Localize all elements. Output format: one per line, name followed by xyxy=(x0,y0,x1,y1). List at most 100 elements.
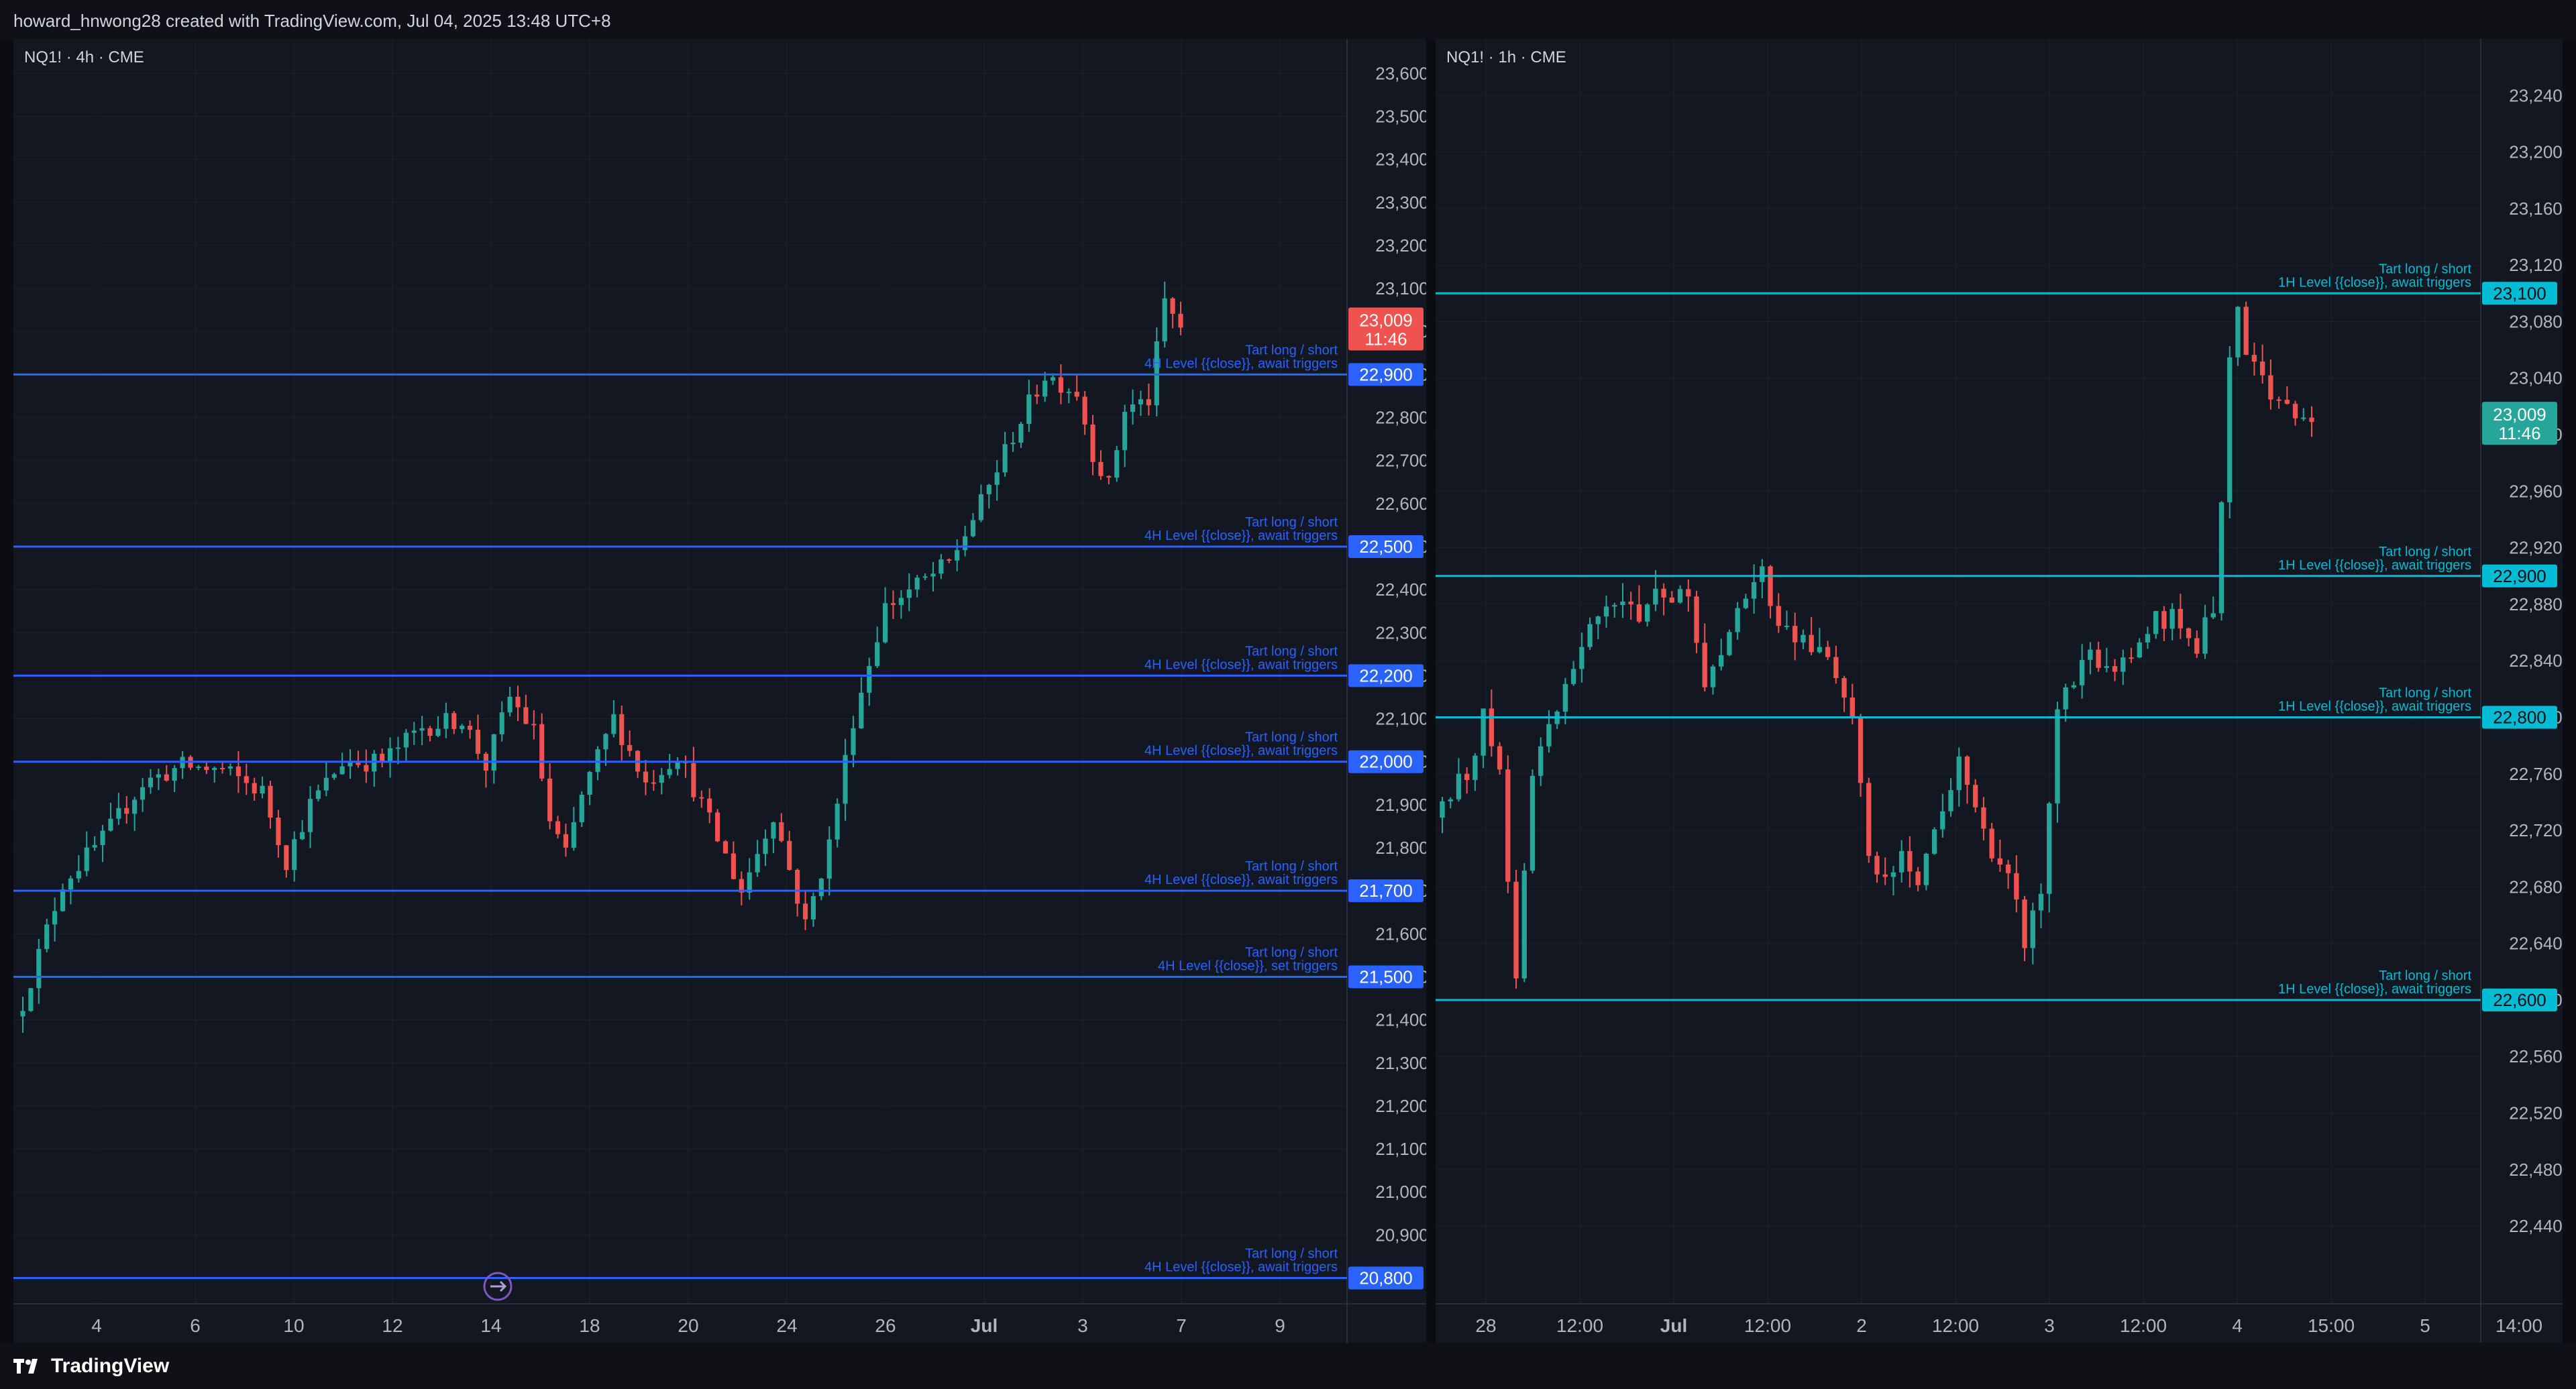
candle-body xyxy=(1915,871,1921,885)
level-annotation-title: Tart long / short xyxy=(1245,644,1338,659)
candle-body xyxy=(1098,461,1104,476)
level-annotation-text: 4H Level {{close}}, set triggers xyxy=(1158,958,1338,973)
candle-body xyxy=(835,803,840,840)
candle-body xyxy=(963,536,968,551)
chart-pane-1h[interactable]: 22,440 22,480 22,520 22,560 22,600 22,640 22,6… xyxy=(1436,39,2563,1343)
candle-body xyxy=(978,494,983,520)
candle-body xyxy=(76,871,81,879)
candle-body xyxy=(563,834,569,848)
level-annotation-text: 1H Level {{close}}, await triggers xyxy=(2278,699,2471,714)
time-tick-label: 4 xyxy=(91,1315,102,1336)
price-tick-label: 22,680 xyxy=(2509,877,2563,897)
candle-body xyxy=(1636,604,1642,622)
candle-body xyxy=(2005,865,2011,873)
candle-body xyxy=(1923,853,1929,885)
candle-body xyxy=(2227,357,2233,502)
candle-body xyxy=(28,988,34,1011)
time-tick-label: 28 xyxy=(1475,1315,1496,1336)
candle-body xyxy=(579,794,584,822)
candle-body xyxy=(1858,717,1864,783)
candle-body xyxy=(2276,399,2282,401)
candle-body xyxy=(252,783,257,794)
candle-body xyxy=(715,812,720,842)
candle-body xyxy=(100,830,105,846)
candles xyxy=(20,281,1183,1033)
candle-body xyxy=(515,696,521,708)
price-tick-label: 23,240 xyxy=(2509,85,2563,105)
level-annotation-title: Tart long / short xyxy=(2379,545,2471,559)
candle-body xyxy=(204,767,209,771)
time-tick-label: 14 xyxy=(480,1315,501,1336)
level-annotation-title: Tart long / short xyxy=(1245,859,1338,874)
level-price-tag xyxy=(2482,564,2557,588)
candle-body xyxy=(1587,624,1593,647)
candle-body xyxy=(955,550,960,561)
time-tick-label: 12 xyxy=(382,1315,402,1336)
candle-body xyxy=(380,753,385,763)
level-price-label: 22,900 xyxy=(1359,364,1413,384)
candle-body xyxy=(667,769,672,775)
candle-body xyxy=(2038,893,2044,911)
candle-body xyxy=(1644,604,1650,622)
candle-body xyxy=(699,797,704,799)
candle-body xyxy=(2301,417,2306,419)
price-tick-label: 21,400 xyxy=(1375,1010,1426,1030)
time-tick-label: 4 xyxy=(2232,1315,2243,1336)
time-axis-labels: 4 6 10 12 14 18 20 24 26 Jul 3 7 9 xyxy=(91,1315,1285,1336)
tradingview-logo-icon xyxy=(13,1358,38,1374)
candle-body xyxy=(922,576,928,578)
price-tick-label: 22,300 xyxy=(1375,622,1426,643)
candle-body xyxy=(1034,394,1040,397)
candle-body xyxy=(364,765,369,772)
price-tick-label: 22,480 xyxy=(2509,1160,2563,1180)
level-annotation-text: 1H Level {{close}}, await triggers xyxy=(2278,275,2471,290)
chart-pane-4h[interactable]: 20,900 21,000 21,100 21,200 21,300 21,400 21,5… xyxy=(13,39,1426,1343)
time-tick-label: 14:00 xyxy=(2496,1315,2542,1336)
candle-body xyxy=(1440,801,1445,818)
current-price-label: 23,009 xyxy=(1359,310,1413,330)
current-price-box xyxy=(1348,307,1424,351)
candle-body xyxy=(212,767,217,771)
candle-body xyxy=(1735,608,1740,632)
chart-canvas-4h[interactable]: 20,900 21,000 21,100 21,200 21,300 21,400 21,5… xyxy=(13,39,1426,1343)
time-tick-label: Jul xyxy=(1660,1315,1687,1336)
candle-body xyxy=(52,911,58,925)
level-annotation-text: 4H Level {{close}}, await triggers xyxy=(1144,1260,1338,1275)
bar-countdown-label: 11:46 xyxy=(2498,423,2540,443)
candle-body xyxy=(531,724,537,726)
price-tick-label: 23,200 xyxy=(1375,235,1426,256)
candle-body xyxy=(1882,874,1888,877)
candle-body xyxy=(986,484,991,494)
candle-body xyxy=(851,728,856,755)
price-tick-label: 21,800 xyxy=(1375,838,1426,858)
candle-body xyxy=(1513,881,1519,979)
candle-body xyxy=(84,847,89,871)
candle-body xyxy=(2202,617,2208,654)
candle-body xyxy=(890,603,896,605)
candle-body xyxy=(1456,773,1462,799)
price-tick-label: 22,640 xyxy=(2509,934,2563,954)
price-tick-label: 23,600 xyxy=(1375,63,1426,83)
candle-body xyxy=(1058,377,1064,393)
level-annotation-title: Tart long / short xyxy=(1245,730,1338,745)
time-tick-label: 12:00 xyxy=(1932,1315,1979,1336)
price-tick-label: 21,200 xyxy=(1375,1096,1426,1116)
chart-canvas-1h[interactable]: 22,440 22,480 22,520 22,560 22,600 22,640 22,6… xyxy=(1436,39,2563,1343)
candle-body xyxy=(356,763,361,765)
candle-body xyxy=(1849,698,1855,718)
candles xyxy=(1440,301,2314,989)
candle-body xyxy=(930,573,936,577)
candle-body xyxy=(1956,757,1962,791)
candle-body xyxy=(994,472,1000,485)
candle-body xyxy=(2284,400,2290,404)
candle-body xyxy=(1529,775,1536,871)
candle-body xyxy=(843,755,848,804)
candle-body xyxy=(387,748,393,763)
candle-body xyxy=(859,692,864,728)
candle-body xyxy=(2243,307,2249,355)
price-tick-label: 22,960 xyxy=(2509,481,2563,501)
time-tick-label: 18 xyxy=(579,1315,600,1336)
price-tick-label: 23,120 xyxy=(2509,255,2563,275)
price-tick-label: 23,500 xyxy=(1375,106,1426,126)
